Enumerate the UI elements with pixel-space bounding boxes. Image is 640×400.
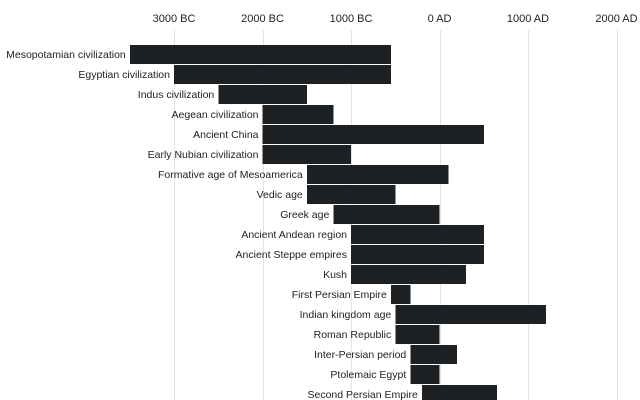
row-label: Aegean civilization: [172, 109, 259, 121]
range-bar: [262, 145, 351, 164]
row-label: Formative age of Mesoamerica: [158, 169, 303, 181]
x-tick-label: 3000 BC: [153, 13, 196, 25]
range-bar: [129, 45, 391, 64]
x-tick-label: 0 AD: [428, 13, 452, 25]
row-label: First Persian Empire: [292, 289, 387, 301]
range-bar: [174, 65, 391, 84]
range-bar: [262, 105, 334, 124]
row-label: Second Persian Empire: [307, 389, 417, 400]
row-labels: Mesopotamian civilization Egyptian civili…: [6, 49, 418, 400]
row-label: Inter-Persian period: [314, 349, 406, 361]
row-label: Mesopotamian civilization: [6, 49, 126, 61]
range-bar: [410, 345, 458, 364]
row-label: Ancient China: [193, 129, 259, 141]
row-label: Ancient Steppe empires: [236, 249, 347, 261]
range-bar: [262, 125, 484, 144]
row-label: Ancient Andean region: [241, 229, 347, 241]
x-tick-label: 2000 AD: [595, 13, 637, 25]
x-tick-label: 2000 BC: [241, 13, 284, 25]
row-label: Roman Republic: [314, 329, 392, 341]
range-bar: [218, 85, 307, 104]
row-label: Kush: [323, 269, 347, 281]
range-bar: [351, 245, 484, 264]
range-bar: [421, 385, 497, 400]
row-label: Egyptian civilization: [78, 69, 170, 81]
row-label: Early Nubian civilization: [148, 149, 259, 161]
range-bar: [410, 365, 440, 384]
range-bar: [395, 325, 440, 344]
range-bar: [351, 225, 484, 244]
x-tick-label: 1000 AD: [507, 13, 549, 25]
range-bar: [351, 265, 467, 284]
range-bars: [129, 45, 546, 400]
row-label: Greek age: [280, 209, 329, 221]
row-label: Vedic age: [257, 189, 303, 201]
row-label: Ptolemaic Egypt: [330, 369, 406, 381]
row-label: Indian kingdom age: [300, 309, 392, 321]
x-axis-ticks: 3000 BC 2000 BC 1000 BC 0 AD 1000 AD 2000 AD: [153, 13, 638, 25]
x-tick-label: 1000 BC: [330, 13, 373, 25]
range-bar: [333, 205, 440, 224]
range-bar: [390, 285, 411, 304]
range-bar: [306, 165, 449, 184]
range-bar: [306, 185, 396, 204]
row-label: Indus civilization: [138, 89, 215, 101]
range-bar: [395, 305, 546, 324]
